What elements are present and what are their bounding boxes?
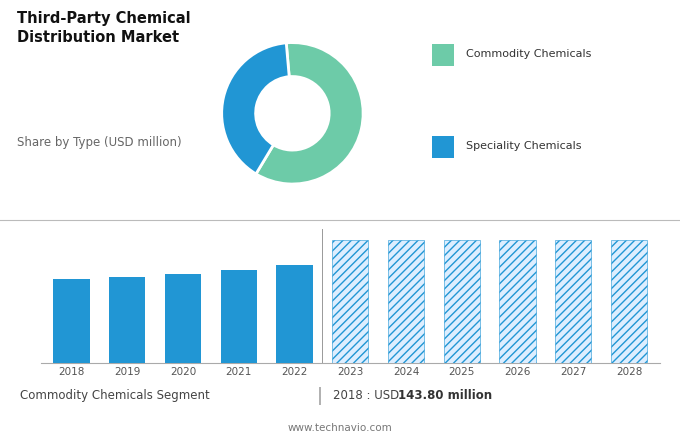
Wedge shape xyxy=(256,43,363,184)
Text: Share by Type (USD million): Share by Type (USD million) xyxy=(17,136,182,150)
FancyBboxPatch shape xyxy=(432,136,454,158)
Bar xyxy=(276,265,313,363)
Text: www.technavio.com: www.technavio.com xyxy=(288,423,392,433)
Bar xyxy=(611,241,647,363)
Text: |: | xyxy=(317,387,322,405)
FancyBboxPatch shape xyxy=(432,44,454,66)
Bar xyxy=(555,241,592,363)
Bar xyxy=(165,274,201,363)
Text: 2018 : USD: 2018 : USD xyxy=(333,389,403,402)
Bar xyxy=(443,241,480,363)
Bar xyxy=(220,270,257,363)
Text: Third-Party Chemical
Distribution Market: Third-Party Chemical Distribution Market xyxy=(17,11,190,45)
Text: Speciality Chemicals: Speciality Chemicals xyxy=(466,141,581,151)
Text: 143.80 million: 143.80 million xyxy=(398,389,492,402)
Bar xyxy=(332,241,369,363)
Bar xyxy=(388,241,424,363)
Text: Commodity Chemicals: Commodity Chemicals xyxy=(466,49,591,59)
Wedge shape xyxy=(222,43,289,174)
Text: Commodity Chemicals Segment: Commodity Chemicals Segment xyxy=(20,389,210,402)
Bar xyxy=(109,277,146,363)
Bar xyxy=(53,279,90,363)
Bar xyxy=(499,241,536,363)
